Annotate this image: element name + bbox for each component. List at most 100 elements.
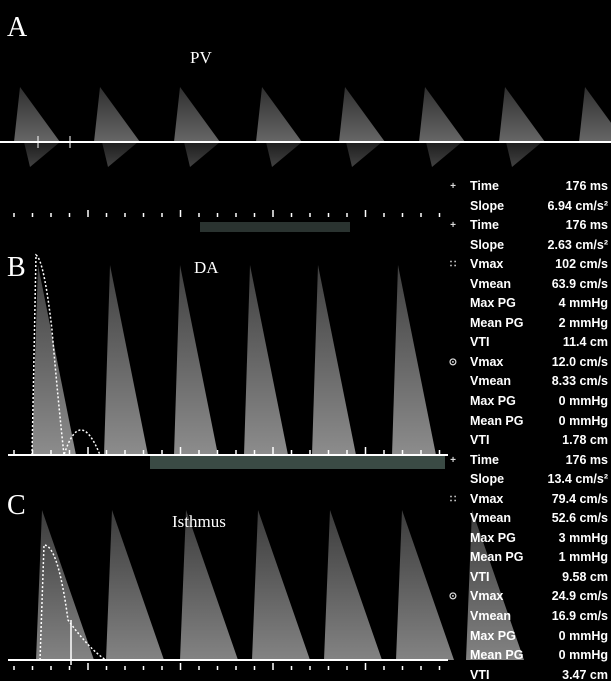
measurement-row: VTI 9.58 cm bbox=[446, 568, 610, 588]
measurement-row: ∷ Vmax 102 cm/s bbox=[446, 255, 610, 275]
measurement-row: Mean PG 1 mmHg bbox=[446, 548, 610, 568]
spectral-envelope bbox=[106, 510, 164, 660]
measurement-value: 8.33 cm/s bbox=[551, 374, 608, 389]
panel-letter: A bbox=[7, 12, 28, 43]
measurement-value: 11.4 cm bbox=[562, 335, 608, 350]
measurement-row: VTI 1.78 cm bbox=[446, 431, 610, 451]
measurement-row: Max PG 0 mmHg bbox=[446, 627, 610, 647]
measurement-row: ∷ Vmax 79.4 cm/s bbox=[446, 490, 610, 510]
measurement-row: VTI 11.4 cm bbox=[446, 333, 610, 353]
measurement-value: 3 mmHg bbox=[558, 530, 608, 545]
measurement-marker: + bbox=[450, 220, 456, 232]
measurement-row: + Time 176 ms bbox=[446, 451, 610, 471]
measurement-value: 52.6 cm/s bbox=[551, 511, 608, 526]
measurement-marker: ⊙ bbox=[448, 591, 458, 603]
measurement-value: 12.0 cm/s bbox=[551, 354, 608, 369]
spectral-envelope bbox=[24, 142, 60, 167]
measurement-marker: + bbox=[450, 454, 456, 466]
measurement-name: Vmean bbox=[470, 609, 511, 624]
measurement-value: 9.58 cm bbox=[562, 569, 608, 584]
measurement-value: 0 mmHg bbox=[558, 394, 608, 409]
measurement-value: 176 ms bbox=[565, 179, 608, 193]
measurement-row: Max PG 4 mmHg bbox=[446, 294, 610, 314]
measurement-marker: ∷ bbox=[449, 259, 457, 271]
panel-letter: C bbox=[7, 490, 26, 521]
spectral-envelope bbox=[312, 265, 356, 455]
measurement-value: 176 ms bbox=[565, 452, 608, 467]
measurement-row: Mean PG 2 mmHg bbox=[446, 314, 610, 334]
measurement-name: Max PG bbox=[470, 628, 516, 643]
measurement-row: Vmean 16.9 cm/s bbox=[446, 607, 610, 627]
panel-label: PV bbox=[190, 48, 212, 67]
measurement-name: VTI bbox=[470, 433, 490, 448]
measurement-name: Slope bbox=[470, 472, 505, 487]
spectral-envelope bbox=[180, 510, 238, 660]
measurement-row: Mean PG 0 mmHg bbox=[446, 646, 610, 666]
measurement-value: 1.78 cm bbox=[562, 433, 608, 448]
measurement-name: Time bbox=[470, 218, 499, 233]
measurement-name: Mean PG bbox=[470, 315, 524, 330]
measurement-name: Mean PG bbox=[470, 648, 524, 663]
spectral-envelope bbox=[184, 142, 220, 167]
spectral-envelope bbox=[174, 265, 218, 455]
measurement-value: 0 mmHg bbox=[558, 628, 608, 643]
measurement-name: Vmean bbox=[470, 511, 511, 526]
spectral-envelope bbox=[252, 510, 310, 660]
spectral-envelope bbox=[346, 142, 382, 167]
spectral-envelope bbox=[324, 510, 382, 660]
measurement-value: 24.9 cm/s bbox=[551, 589, 608, 604]
measurement-row: Max PG 0 mmHg bbox=[446, 392, 610, 412]
measurement-row: + Time 176 ms bbox=[446, 216, 610, 236]
spectral-envelope bbox=[426, 142, 462, 167]
spectral-envelope bbox=[339, 87, 385, 142]
measurement-name: Time bbox=[470, 179, 499, 193]
measurement-name: Vmean bbox=[470, 276, 511, 291]
measurement-value: 63.9 cm/s bbox=[551, 276, 608, 291]
scale-band bbox=[150, 455, 445, 469]
panel-letter: B bbox=[7, 252, 26, 283]
spectral-envelope bbox=[104, 265, 148, 455]
spectral-envelope bbox=[419, 87, 465, 142]
measurement-row: + Time 176 ms bbox=[446, 177, 610, 197]
spectral-envelope bbox=[506, 142, 542, 167]
measurement-name: VTI bbox=[470, 667, 490, 681]
measurement-name: Slope bbox=[470, 198, 505, 213]
spectral-envelope bbox=[14, 87, 60, 142]
measurement-name: Vmax bbox=[470, 257, 504, 272]
spectral-envelope bbox=[94, 87, 140, 142]
measurement-value: 0 mmHg bbox=[558, 413, 608, 428]
measurement-name: Slope bbox=[470, 237, 505, 252]
trace bbox=[31, 253, 101, 456]
spectral-envelope bbox=[102, 142, 138, 167]
measurement-value: 13.4 cm/s² bbox=[547, 472, 608, 487]
spectral-envelope bbox=[244, 265, 288, 455]
spectral-envelope bbox=[32, 265, 76, 455]
measurement-name: VTI bbox=[470, 569, 490, 584]
measurement-row: Mean PG 0 mmHg bbox=[446, 412, 610, 432]
spectral-envelope bbox=[392, 265, 436, 455]
measurement-value: 0 mmHg bbox=[558, 648, 608, 663]
measurement-value: 176 ms bbox=[565, 218, 608, 233]
measurements: + Time 176 ms Slope 6.94 cm/s² + Time 176 ms Slo… bbox=[446, 177, 610, 681]
measurement-row: Vmean 52.6 cm/s bbox=[446, 509, 610, 529]
measurement-marker: + bbox=[450, 181, 456, 192]
measurement-row: ⊙ Vmax 12.0 cm/s bbox=[446, 353, 610, 373]
spectral-envelope bbox=[36, 510, 94, 660]
measurement-row: Slope 13.4 cm/s² bbox=[446, 470, 610, 490]
panel-label: DA bbox=[194, 258, 219, 277]
measurement-name: Max PG bbox=[470, 394, 516, 409]
measurement-marker: ∷ bbox=[449, 493, 457, 505]
measurement-name: Mean PG bbox=[470, 413, 524, 428]
measurement-value: 3.47 cm bbox=[562, 667, 608, 681]
spectral-envelope bbox=[266, 142, 302, 167]
measurement-row: Vmean 63.9 cm/s bbox=[446, 275, 610, 295]
measurement-value: 4 mmHg bbox=[558, 296, 608, 311]
measurement-marker: ⊙ bbox=[448, 356, 458, 368]
measurement-value: 2 mmHg bbox=[558, 315, 608, 330]
measurement-name: Time bbox=[470, 452, 499, 467]
measurement-row: Max PG 3 mmHg bbox=[446, 529, 610, 549]
measurement-name: VTI bbox=[470, 335, 490, 350]
measurement-name: Vmax bbox=[470, 589, 504, 604]
measurement-row: ⊙ Vmax 24.9 cm/s bbox=[446, 587, 610, 607]
